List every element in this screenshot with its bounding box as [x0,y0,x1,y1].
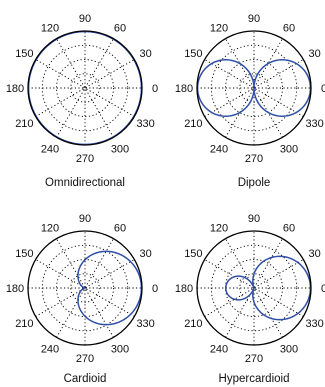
angle-label-300: 300 [111,344,129,356]
chart-title-dipole: Dipole [238,177,271,189]
angle-label-240: 240 [41,344,59,356]
angle-label-0: 0 [321,83,325,95]
angle-label-90: 90 [79,213,91,225]
pattern-trace-omnidirectional [27,30,143,146]
angle-label-150: 150 [184,48,202,60]
angle-label-180: 180 [6,283,24,295]
angle-label-120: 120 [210,22,228,34]
grid-spoke [204,59,304,117]
outer-frame [27,230,143,346]
grid-ring [41,244,129,332]
chart-title-cardioid: Cardioid [64,373,107,385]
angle-label-270: 270 [76,153,94,165]
angle-label-150: 150 [15,48,33,60]
angle-label-300: 300 [280,144,298,156]
outer-frame [196,30,312,146]
angle-label-300: 300 [280,344,298,356]
grid-ring [210,44,298,132]
polar-chart-omnidirectional: 0 30 60 90 120 150 180 210 240 270 300 330 Omnidirec… [6,13,158,189]
angle-label-0: 0 [152,83,158,95]
grid-spoke [225,238,283,338]
grid-spoke [56,38,114,138]
chart-title-omnidirectional: Omnidirectional [45,177,125,189]
angle-label-150: 150 [184,248,202,260]
angle-label-270: 270 [245,153,263,165]
angle-label-240: 240 [210,344,228,356]
outer-frame [27,30,143,146]
angle-label-210: 210 [15,318,33,330]
polar-chart-cardioid: 0 30 60 90 120 150 180 210 240 270 300 330 Cardioid [6,213,158,385]
angle-label-30: 30 [139,248,151,260]
grid-spoke [56,238,114,338]
grid-ring [70,273,100,303]
angle-label-120: 120 [210,222,228,234]
angle-label-90: 90 [79,13,91,25]
angle-label-30: 30 [308,248,320,260]
angle-label-210: 210 [15,118,33,130]
grid-spoke [204,59,304,117]
outer-frame [196,230,312,346]
grid-ring [225,259,283,317]
chart-title-hypercardioid: Hypercardioid [219,373,290,385]
angle-label-300: 300 [111,144,129,156]
grid-spoke [225,38,283,138]
angle-label-240: 240 [41,144,59,156]
angle-label-60: 60 [114,222,126,234]
pattern-trace-cardioid [77,250,143,326]
angle-label-210: 210 [184,318,202,330]
grid-ring [41,44,129,132]
grid-spoke [35,259,135,317]
grid-spoke [225,238,283,338]
polar-chart-dipole: 0 30 60 90 120 150 180 210 240 270 300 330 Dipole [175,13,325,189]
angle-label-0: 0 [152,283,158,295]
grid-spoke [35,59,135,117]
angle-label-330: 330 [136,318,154,330]
angle-label-330: 330 [305,118,323,130]
angle-label-0: 0 [321,283,325,295]
pattern-trace-hypercardioid [225,255,312,321]
angle-label-270: 270 [245,353,263,365]
grid-spoke [35,59,135,117]
angle-label-240: 240 [210,144,228,156]
grid-spoke [204,259,304,317]
grid-spoke [35,259,135,317]
grid-ring [225,59,283,117]
polar-chart-hypercardioid: 0 30 60 90 120 150 180 210 240 270 300 330 Hypercard… [175,213,325,385]
angle-label-180: 180 [175,283,193,295]
angle-label-120: 120 [41,222,59,234]
grid-ring [70,73,100,103]
angle-label-330: 330 [305,318,323,330]
grid-ring [210,244,298,332]
angle-label-60: 60 [283,22,295,34]
angle-label-30: 30 [308,48,320,60]
angle-label-330: 330 [136,118,154,130]
angle-label-270: 270 [76,353,94,365]
grid-ring [56,59,114,117]
grid-spoke [56,238,114,338]
angle-label-90: 90 [248,13,260,25]
angle-label-180: 180 [6,83,24,95]
angle-label-150: 150 [15,248,33,260]
grid-ring [239,73,269,103]
angle-label-60: 60 [283,222,295,234]
angle-label-120: 120 [41,22,59,34]
grid-spoke [56,38,114,138]
angle-label-60: 60 [114,22,126,34]
angle-label-90: 90 [248,213,260,225]
grid-spoke [204,259,304,317]
angle-label-180: 180 [175,83,193,95]
grid-spoke [225,38,283,138]
angle-label-210: 210 [184,118,202,130]
angle-label-30: 30 [139,48,151,60]
